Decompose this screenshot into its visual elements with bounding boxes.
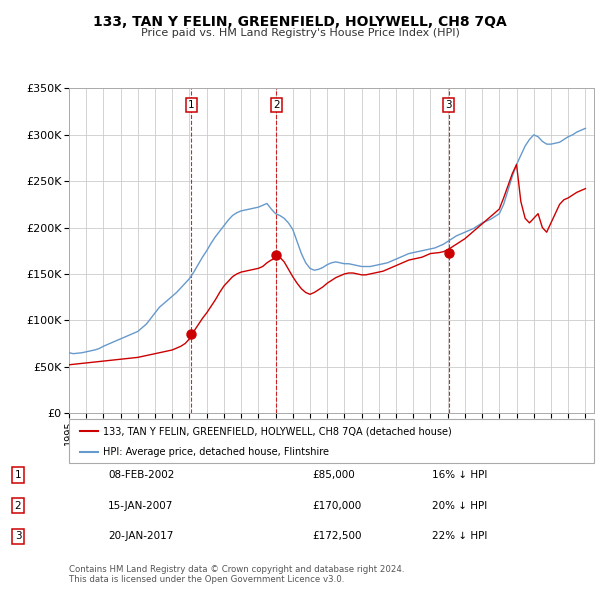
Text: £172,500: £172,500: [312, 532, 361, 541]
Text: 3: 3: [14, 532, 22, 541]
Text: HPI: Average price, detached house, Flintshire: HPI: Average price, detached house, Flin…: [103, 447, 329, 457]
Text: 2: 2: [14, 501, 22, 510]
Text: 2: 2: [273, 100, 280, 110]
Text: £85,000: £85,000: [312, 470, 355, 480]
Text: £170,000: £170,000: [312, 501, 361, 510]
Text: 08-FEB-2002: 08-FEB-2002: [108, 470, 175, 480]
Text: 3: 3: [445, 100, 452, 110]
Text: 15-JAN-2007: 15-JAN-2007: [108, 501, 173, 510]
Text: Price paid vs. HM Land Registry's House Price Index (HPI): Price paid vs. HM Land Registry's House …: [140, 28, 460, 38]
Text: 22% ↓ HPI: 22% ↓ HPI: [432, 532, 487, 541]
Text: 1: 1: [188, 100, 194, 110]
Text: 133, TAN Y FELIN, GREENFIELD, HOLYWELL, CH8 7QA (detached house): 133, TAN Y FELIN, GREENFIELD, HOLYWELL, …: [103, 427, 452, 436]
Text: 20-JAN-2017: 20-JAN-2017: [108, 532, 173, 541]
Text: Contains HM Land Registry data © Crown copyright and database right 2024.
This d: Contains HM Land Registry data © Crown c…: [69, 565, 404, 584]
Text: 1: 1: [14, 470, 22, 480]
Text: 133, TAN Y FELIN, GREENFIELD, HOLYWELL, CH8 7QA: 133, TAN Y FELIN, GREENFIELD, HOLYWELL, …: [93, 15, 507, 29]
FancyBboxPatch shape: [69, 419, 594, 463]
Text: 16% ↓ HPI: 16% ↓ HPI: [432, 470, 487, 480]
Text: 20% ↓ HPI: 20% ↓ HPI: [432, 501, 487, 510]
